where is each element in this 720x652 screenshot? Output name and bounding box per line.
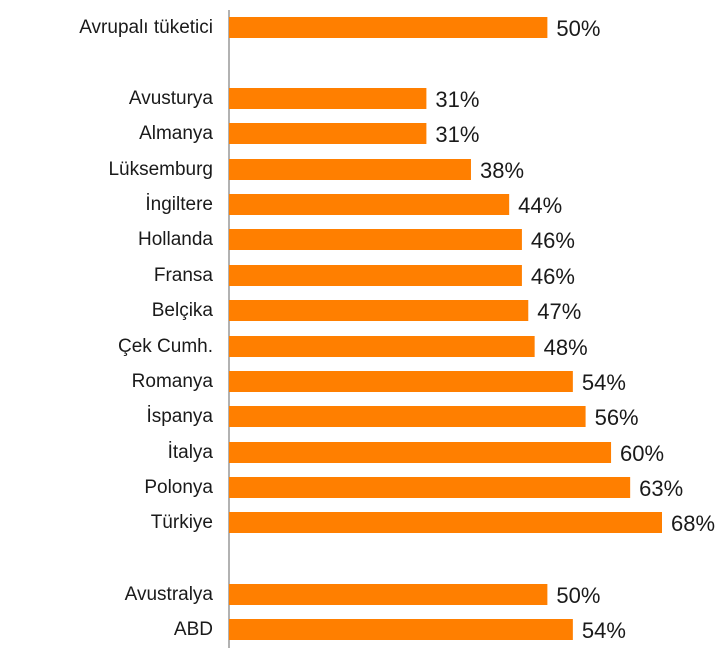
- bar-8: [229, 336, 535, 357]
- category-label-7: Belçika: [152, 300, 214, 321]
- bar-9: [229, 371, 573, 392]
- category-label-11: İtalya: [168, 442, 214, 463]
- category-label-9: Romanya: [132, 371, 214, 392]
- bar-10: [229, 406, 586, 427]
- bar-0: [229, 17, 548, 38]
- bar-5: [229, 229, 522, 250]
- bar-1: [229, 88, 427, 109]
- category-label-10: İspanya: [146, 406, 213, 427]
- bar-2: [229, 123, 427, 144]
- bar-6: [229, 265, 522, 286]
- category-label-2: Almanya: [139, 123, 213, 144]
- bar-3: [229, 159, 471, 180]
- category-label-0: Avrupalı tüketici: [79, 17, 213, 38]
- value-label-2: 31%: [435, 122, 479, 147]
- category-label-14: Avustralya: [125, 584, 214, 605]
- value-label-7: 47%: [537, 299, 581, 324]
- bar-13: [229, 512, 662, 533]
- bar-15: [229, 619, 573, 640]
- value-label-9: 54%: [582, 370, 626, 395]
- category-label-3: Lüksemburg: [108, 159, 213, 180]
- category-label-8: Çek Cumh.: [118, 336, 213, 357]
- category-label-1: Avusturya: [129, 88, 214, 109]
- value-label-5: 46%: [531, 228, 575, 253]
- category-label-13: Türkiye: [151, 512, 213, 533]
- category-label-5: Hollanda: [138, 229, 213, 250]
- value-label-14: 50%: [556, 583, 600, 608]
- category-label-4: İngiltere: [145, 194, 213, 215]
- value-label-10: 56%: [595, 405, 639, 430]
- value-label-13: 68%: [671, 511, 715, 536]
- value-label-11: 60%: [620, 441, 664, 466]
- value-labels-group: 50%31%31%38%44%46%46%47%48%54%56%60%63%6…: [435, 16, 715, 643]
- bar-11: [229, 442, 612, 463]
- value-label-15: 54%: [582, 618, 626, 643]
- category-label-15: ABD: [174, 619, 213, 640]
- value-label-6: 46%: [531, 264, 575, 289]
- bar-14: [229, 584, 548, 605]
- bar-4: [229, 194, 510, 215]
- value-label-12: 63%: [639, 476, 683, 501]
- value-label-8: 48%: [544, 335, 588, 360]
- category-label-6: Fransa: [154, 265, 214, 286]
- value-label-4: 44%: [518, 193, 562, 218]
- bars-group: [229, 17, 662, 640]
- category-labels-group: Avrupalı tüketici Avusturya Almanya Lüksemb…: [79, 17, 213, 640]
- value-label-0: 50%: [556, 16, 600, 41]
- bar-12: [229, 477, 631, 498]
- value-label-1: 31%: [435, 87, 479, 112]
- value-label-3: 38%: [480, 158, 524, 183]
- bar-7: [229, 300, 529, 321]
- category-label-12: Polonya: [144, 477, 213, 498]
